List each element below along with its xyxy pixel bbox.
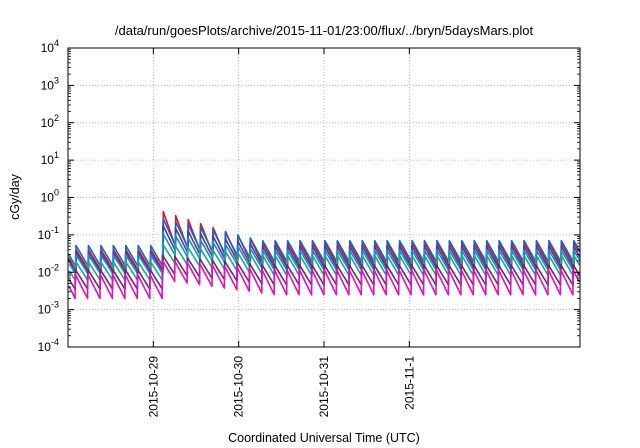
series-line-7 (68, 259, 580, 300)
y-tick-label: 104 (41, 38, 59, 55)
y-tick-label: 10-4 (38, 337, 59, 354)
x-tick-label: 2015-10-30 (232, 356, 246, 418)
series-layer (67, 210, 581, 300)
x-tick-label: 2015-10-31 (317, 356, 331, 418)
y-tick-label: 10-1 (38, 225, 59, 242)
y-tick-label: 101 (41, 150, 59, 167)
x-axis: 2015-10-29 2015-10-30 2015-10-31 2015-11-1 (146, 356, 416, 418)
plot-border (67, 47, 581, 348)
y-tick-label: 100 (41, 188, 59, 205)
x-tick-label: 2015-10-29 (146, 356, 160, 418)
y-tick-label: 102 (41, 113, 59, 130)
y-tick-label: 103 (41, 75, 59, 92)
chart-title: /data/run/goesPlots/archive/2015-11-01/2… (115, 23, 534, 38)
y-tick-label: 10-2 (38, 262, 59, 279)
y-axis: 10-4 10-3 10-2 10-1 100 101 102 103 104 (38, 38, 59, 354)
y-tick-label: 10-3 (38, 300, 59, 317)
y-axis-title: cGy/day (8, 173, 22, 220)
x-axis-title: Coordinated Universal Time (UTC) (228, 431, 420, 445)
grid-lines (68, 48, 580, 347)
x-tick-label: 2015-11-1 (402, 356, 416, 410)
plot-frame (67, 47, 581, 348)
